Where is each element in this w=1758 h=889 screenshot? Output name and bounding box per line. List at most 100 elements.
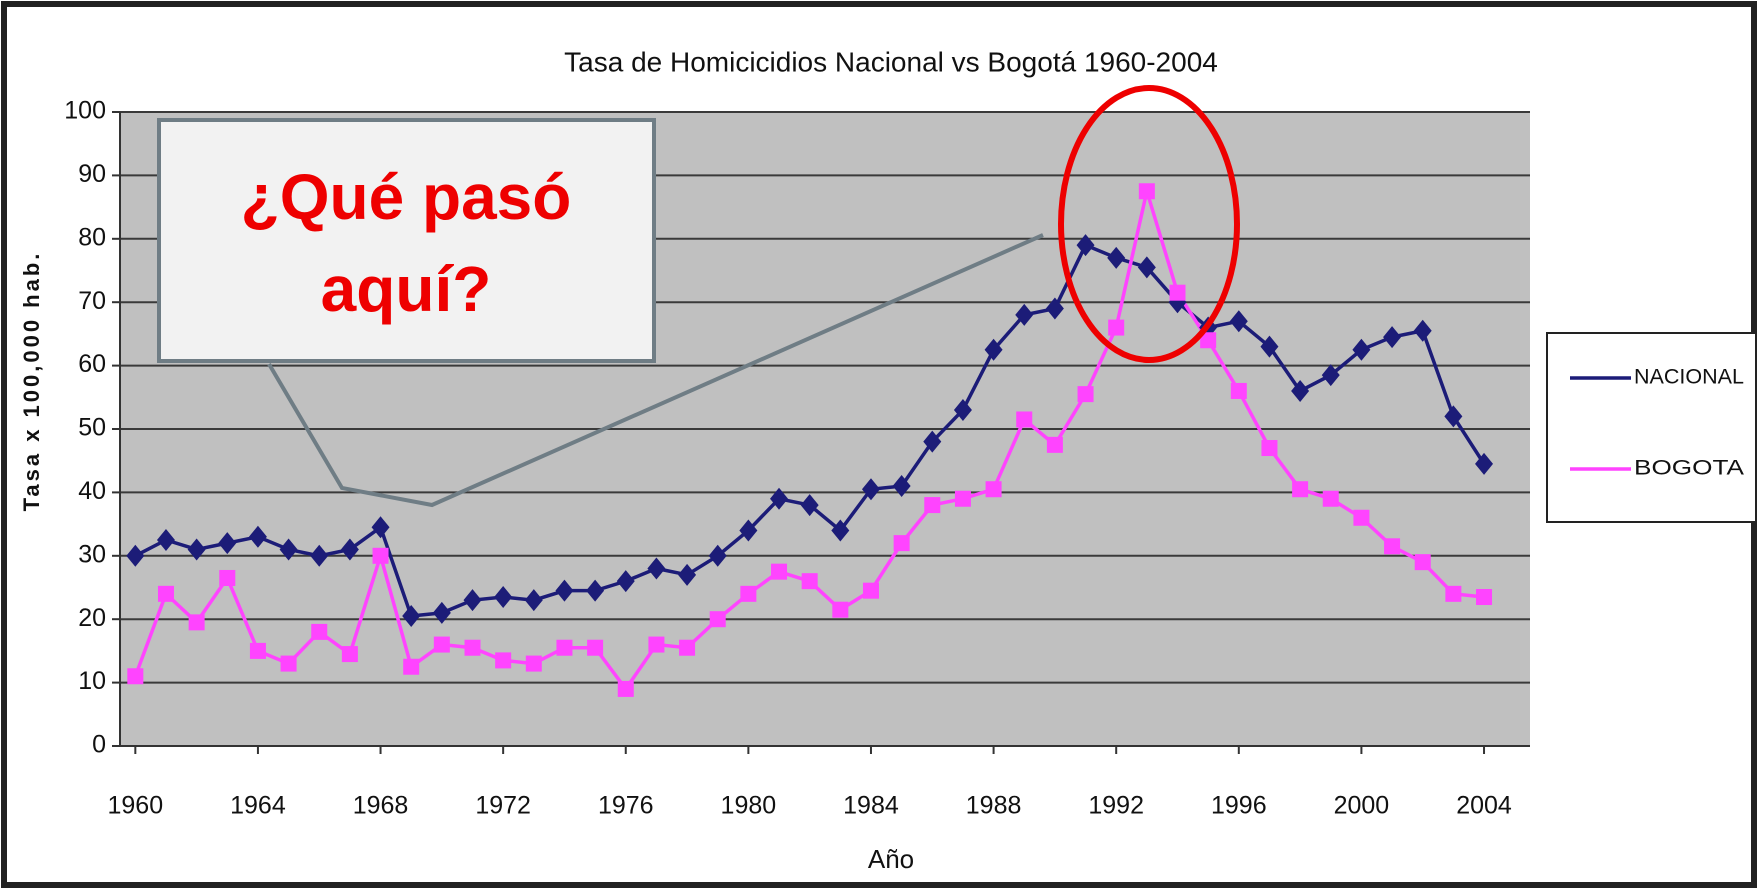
point <box>1292 481 1309 498</box>
point <box>187 538 206 561</box>
point <box>678 563 697 586</box>
point <box>648 636 665 653</box>
point <box>127 668 144 685</box>
point <box>1137 256 1156 279</box>
point <box>126 544 145 567</box>
point <box>1413 319 1432 342</box>
x-tick-label: 1980 <box>721 792 777 820</box>
point <box>1138 183 1155 200</box>
y-tick-label: 40 <box>78 477 106 505</box>
point <box>494 586 513 609</box>
x-tick-label: 1984 <box>843 792 899 820</box>
y-tick-label: 30 <box>78 540 106 568</box>
point <box>156 528 175 551</box>
y-tick-label: 80 <box>78 223 106 251</box>
point <box>219 569 236 586</box>
point <box>1291 379 1310 402</box>
point <box>924 497 941 514</box>
point <box>555 579 574 602</box>
point <box>861 478 880 501</box>
point <box>341 646 358 663</box>
callout-box <box>157 118 656 363</box>
plot: 0 10 20 30 40 50 60 70 80 90 100 1960 1964 1968 1972 19… <box>64 97 1609 820</box>
point <box>188 614 205 631</box>
point <box>1107 246 1126 269</box>
point <box>1076 234 1095 257</box>
point <box>1476 589 1493 606</box>
point <box>1108 319 1125 336</box>
point <box>248 525 267 548</box>
point <box>1200 332 1217 349</box>
y-tick-label: 70 <box>78 287 106 315</box>
point <box>1321 364 1340 387</box>
y-tick-label: 90 <box>78 160 106 188</box>
point <box>616 570 635 593</box>
point <box>1169 284 1186 301</box>
point <box>679 639 696 656</box>
point <box>586 579 605 602</box>
point <box>770 487 789 510</box>
x-tick-label: 2004 <box>1456 792 1512 820</box>
x-tick-label: 1992 <box>1088 792 1144 820</box>
point <box>218 532 237 555</box>
point <box>525 655 542 672</box>
x-tick-label: 1972 <box>475 792 531 820</box>
point <box>340 538 359 561</box>
point <box>1260 335 1279 358</box>
point <box>893 535 910 552</box>
point <box>372 547 389 564</box>
point <box>495 652 512 669</box>
point <box>157 585 174 602</box>
point <box>280 655 297 672</box>
point <box>1077 386 1094 403</box>
point <box>800 494 819 517</box>
point <box>402 605 421 628</box>
legend-label: BOGOTA <box>1634 457 1744 480</box>
point <box>831 519 850 542</box>
point <box>1016 411 1033 428</box>
point <box>433 636 450 653</box>
point <box>1383 326 1402 349</box>
legend <box>1546 332 1757 523</box>
point <box>1414 554 1431 571</box>
point <box>892 475 911 498</box>
point <box>1015 303 1034 326</box>
highlight-ellipse <box>1058 85 1240 363</box>
point <box>1353 509 1370 526</box>
x-tick-label: 1964 <box>230 792 286 820</box>
point <box>1230 382 1247 399</box>
point <box>1046 436 1063 453</box>
point <box>739 519 758 542</box>
point <box>709 611 726 628</box>
point <box>923 430 942 453</box>
point <box>1045 297 1064 320</box>
point <box>862 582 879 599</box>
y-tick-label: 0 <box>92 731 106 759</box>
point <box>556 639 573 656</box>
point <box>1261 440 1278 457</box>
point <box>801 573 818 590</box>
point <box>771 563 788 580</box>
point <box>740 585 757 602</box>
point <box>432 601 451 624</box>
chart-title: Tasa de Homicicidios Nacional vs Bogotá … <box>564 46 1218 77</box>
x-tick-label: 1976 <box>598 792 654 820</box>
x-tick-label: 1996 <box>1211 792 1267 820</box>
point <box>1229 310 1248 333</box>
legend-label: NACIONAL <box>1634 366 1744 389</box>
x-tick-label: 1988 <box>966 792 1022 820</box>
point <box>310 544 329 567</box>
point <box>524 589 543 612</box>
y-tick-label: 50 <box>78 414 106 442</box>
x-axis-label: Año <box>868 844 914 874</box>
point <box>954 490 971 507</box>
point <box>984 338 1003 361</box>
point <box>464 639 481 656</box>
x-tick-label: 1968 <box>353 792 409 820</box>
point <box>371 516 390 539</box>
point <box>279 538 298 561</box>
y-axis-label: Tasa x 100,000 hab. <box>19 251 44 512</box>
point <box>708 544 727 567</box>
point <box>617 680 634 697</box>
